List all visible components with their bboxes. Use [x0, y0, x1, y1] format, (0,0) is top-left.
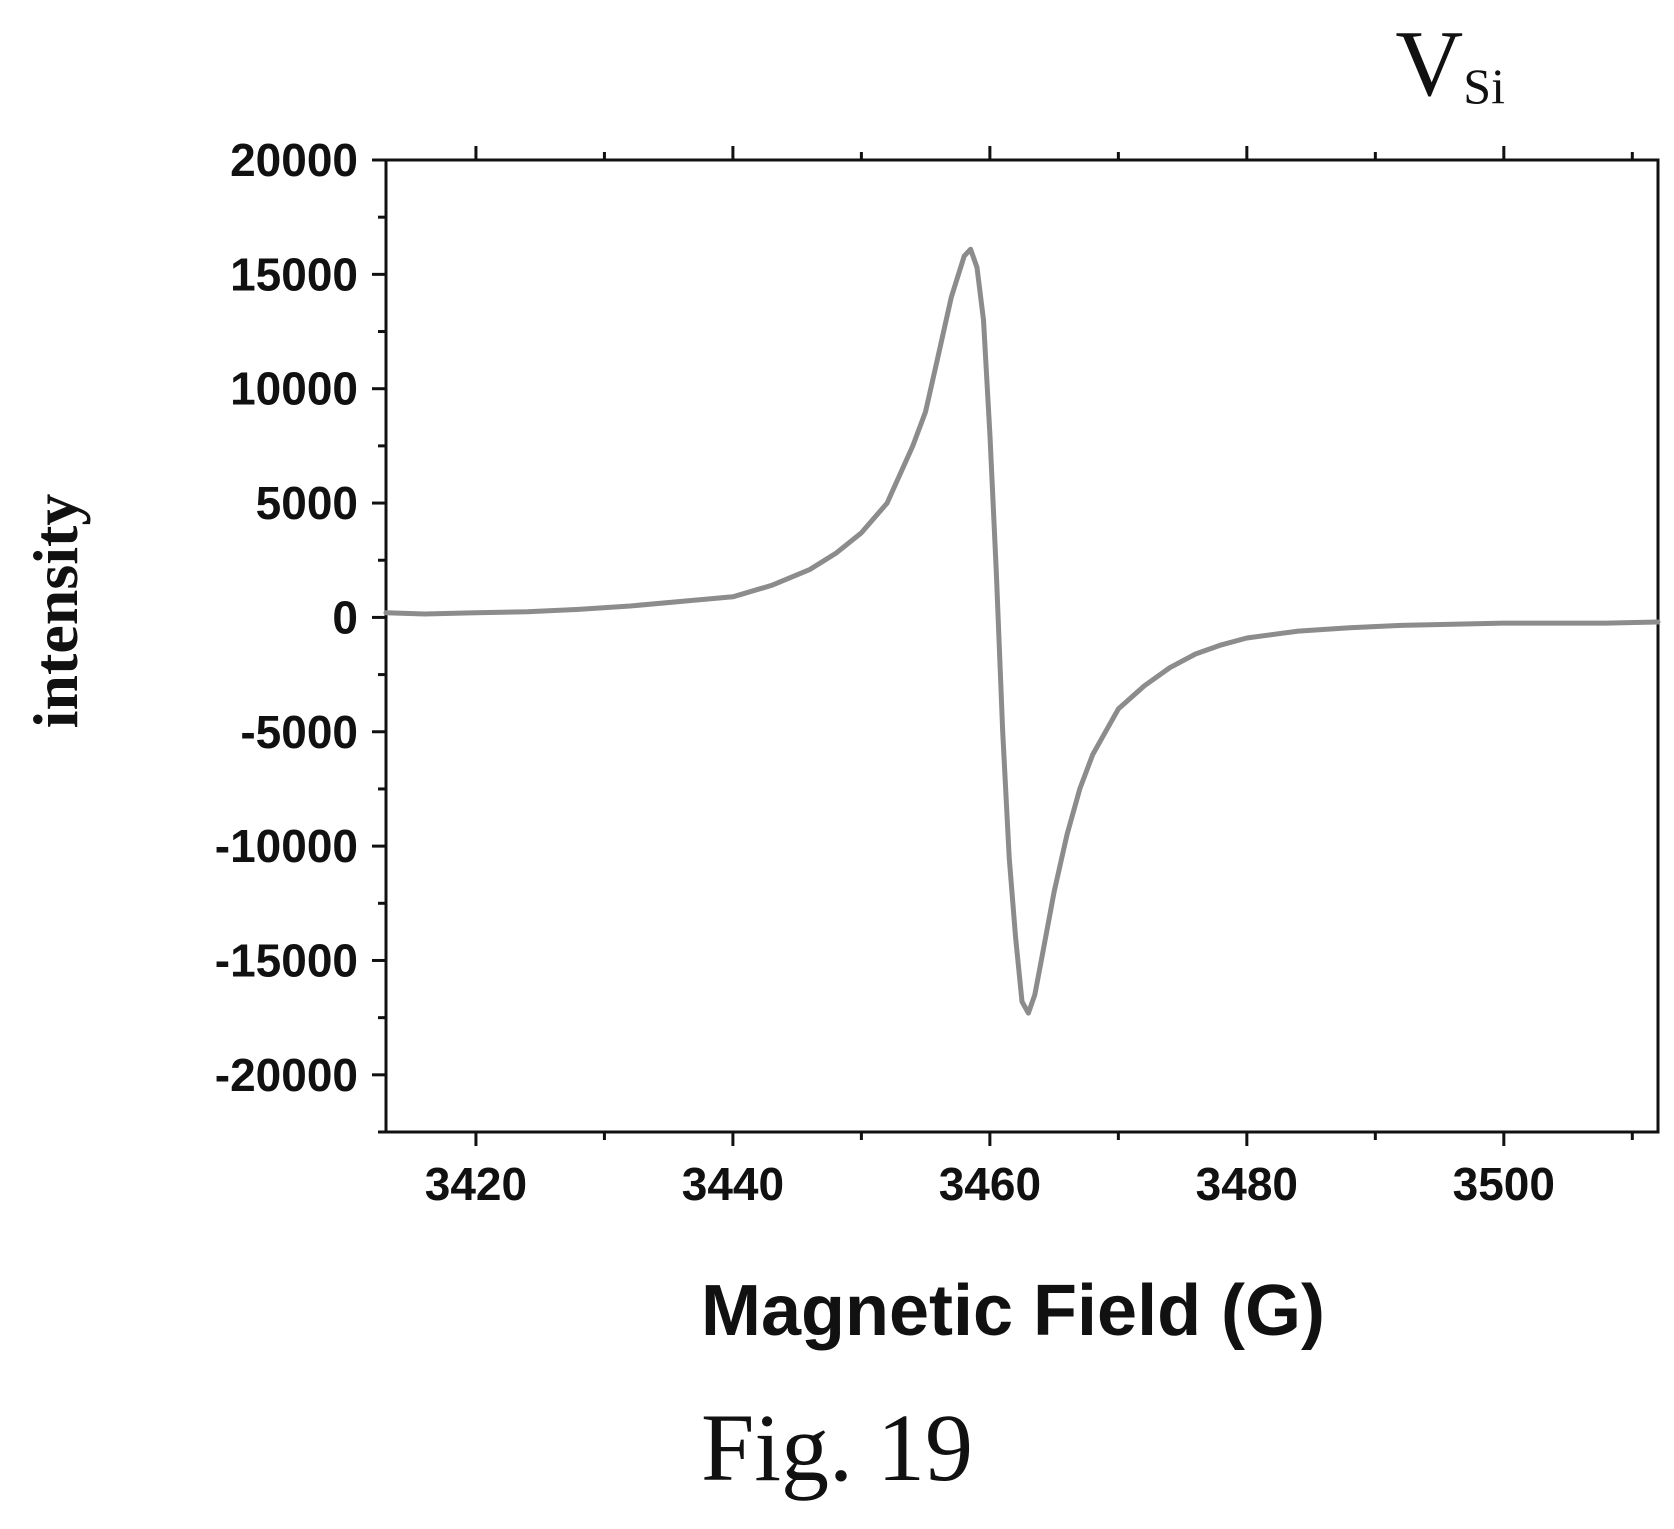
y-tick-label: 20000	[230, 134, 358, 186]
plot-frame	[384, 158, 1660, 1134]
corner-label-subscript: Si	[1463, 58, 1505, 114]
y-tick-label: -20000	[215, 1049, 358, 1101]
series-group	[383, 246, 1661, 1016]
y-tick-label: 10000	[230, 363, 358, 415]
x-tick-label: 3500	[1453, 1158, 1555, 1210]
x-tick-label: 3420	[425, 1158, 527, 1210]
x-axis-ticks: 3420 3440 3460 3480 3500	[425, 146, 1634, 1210]
x-tick-label: 3460	[939, 1158, 1041, 1210]
y-tick-label: 5000	[256, 477, 358, 529]
y-axis-title: intensity	[20, 494, 91, 729]
y-tick-label: -10000	[215, 820, 358, 872]
y-tick-label: 15000	[230, 248, 358, 300]
y-tick-label: -5000	[240, 706, 358, 758]
series-line-0	[383, 246, 1661, 1016]
plot-frame-group	[384, 158, 1660, 1134]
x-tick-label: 3440	[682, 1158, 784, 1210]
y-axis-ticks: 20000 15000 10000 5000 0 -5000 -10000 -15000 -20…	[215, 134, 386, 1134]
corner-label: VSi	[1395, 12, 1505, 116]
x-tick-label: 3480	[1196, 1158, 1298, 1210]
corner-label-main: V	[1395, 12, 1463, 116]
y-tick-label: -15000	[215, 934, 358, 986]
x-axis-title: Magnetic Field (G)	[701, 1271, 1325, 1351]
figure-caption: Fig. 19	[701, 1394, 973, 1501]
y-tick-label: 0	[332, 591, 358, 643]
